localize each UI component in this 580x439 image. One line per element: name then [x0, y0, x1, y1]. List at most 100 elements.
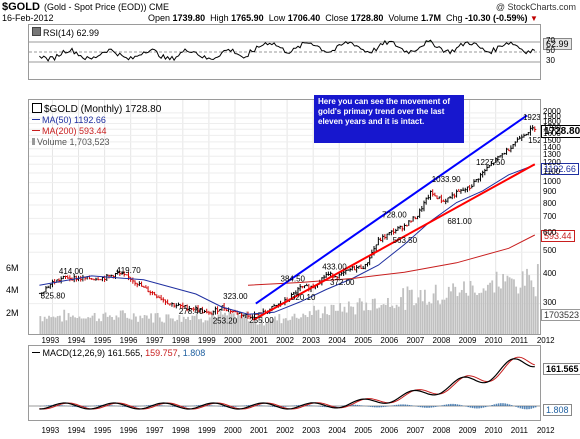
macd-hist-bar	[85, 406, 87, 407]
macd-hist-tag: 1.808	[543, 404, 572, 416]
volume-bar	[154, 313, 157, 334]
macd-hist-bar	[534, 406, 537, 408]
macd-hist-bar	[419, 406, 422, 408]
price-axis-tick: 400	[543, 268, 557, 278]
volume-bar	[297, 318, 300, 334]
volume-bar	[115, 315, 118, 334]
rsi-plot	[29, 39, 540, 63]
volume-bar	[148, 318, 150, 334]
macd-hist-bar	[256, 404, 259, 406]
volume-bar	[332, 304, 335, 334]
volume-bar	[432, 293, 435, 334]
year-tick-label: 2011	[510, 426, 528, 435]
price-axis-tick: 300	[543, 297, 557, 307]
macd-hist-bar	[382, 406, 385, 408]
macd-hist-bar	[74, 406, 76, 407]
year-tick-label: 2007	[406, 426, 425, 435]
volume-tag: 1703523	[541, 309, 580, 321]
macd-hist-bar	[245, 405, 248, 406]
year-tick-label: 2004	[328, 426, 347, 435]
year-tick-label: 1999	[197, 426, 216, 435]
volume-bar	[232, 313, 235, 334]
price-point-label: 414.00	[59, 267, 84, 276]
volume-bar	[65, 320, 68, 334]
volume-bars	[39, 264, 539, 334]
macd-hist-bar	[295, 405, 298, 406]
volume-bar	[417, 297, 420, 334]
volume-bar	[406, 286, 409, 334]
macd-hist-bar	[376, 406, 378, 408]
macd-hist-bar	[221, 406, 224, 407]
year-tick-label: 2001	[250, 426, 268, 435]
macd-hist-bar	[319, 406, 322, 407]
volume-bar	[211, 314, 213, 334]
year-tick-label: 1998	[171, 336, 190, 345]
volume-bar	[63, 309, 66, 334]
low-value: 1706.40	[287, 13, 321, 23]
macd-hist-bar	[476, 406, 478, 409]
macd-hist-bar	[278, 406, 281, 408]
volume-bar	[502, 273, 504, 334]
price-axis-tick: 900	[543, 187, 557, 197]
volume-bar	[497, 286, 500, 334]
volume-bar	[415, 303, 418, 334]
macd-hist-bar	[491, 405, 493, 406]
macd-hist-bar	[171, 406, 174, 407]
year-tick-label: 2012	[536, 336, 555, 345]
volume-bar	[265, 323, 268, 334]
year-tick-label: 2008	[432, 426, 451, 435]
low-label: Low	[268, 13, 286, 23]
macd-hist-bar	[293, 405, 296, 406]
legend-ma200: MA(200) 593.44	[32, 126, 161, 137]
volume-bar	[402, 288, 405, 334]
volume-bar	[276, 320, 279, 334]
volume-bar	[41, 321, 44, 334]
macd-hist-bar	[324, 406, 326, 408]
volume-bar	[460, 289, 463, 334]
macd-hist-bar	[521, 406, 524, 409]
macd-legend-hist: 1.808	[182, 348, 206, 358]
volume-bar	[326, 314, 329, 334]
volume-bar	[397, 306, 400, 334]
macd-hist-bar	[87, 406, 89, 407]
volume-bar	[219, 311, 222, 334]
rsi-legend-text: RSI(14) 62.99	[43, 28, 100, 38]
volume-bar	[221, 314, 224, 334]
volume-bar	[145, 315, 148, 334]
volume-bar	[419, 290, 422, 334]
macd-hist-bar	[458, 404, 461, 406]
symbol-title: $GOLD	[2, 1, 40, 13]
macd-hist-bar	[211, 405, 213, 406]
close-value: 1728.80	[350, 13, 384, 23]
year-tick-label: 1993	[41, 426, 60, 435]
volume-bar	[452, 283, 455, 334]
volume-bar	[132, 313, 135, 334]
volume-bar	[248, 321, 250, 334]
volume-bar	[508, 277, 511, 334]
year-tick-label: 2010	[484, 426, 503, 435]
macd-hist-bar	[135, 406, 137, 407]
volume-bar	[341, 311, 344, 334]
volume-bar	[289, 319, 292, 334]
volume-bar	[328, 315, 331, 334]
macd-hist-bar	[374, 406, 376, 408]
volume-bar	[358, 298, 361, 334]
quote-date: 16-Feb-2012	[2, 13, 54, 23]
macd-hist-bar	[158, 405, 161, 406]
macd-hist-bar	[465, 406, 467, 407]
volume-bar	[469, 280, 472, 334]
volume-bar	[356, 302, 359, 334]
macd-hist-bar	[443, 404, 446, 406]
rsi-line	[39, 39, 536, 62]
year-tick-label: 1996	[119, 426, 138, 435]
volume-bar	[365, 302, 368, 334]
volume-bar	[72, 315, 74, 334]
volume-bar	[513, 279, 515, 334]
volume-bar	[530, 280, 533, 334]
price-axis-tick: 700	[543, 212, 557, 222]
volume-axis-tick: 4M	[6, 285, 19, 295]
volume-bar	[128, 318, 131, 334]
price-axis-tick: 1700	[543, 123, 561, 133]
macd-hist-bar	[506, 403, 509, 406]
volume-bar	[130, 319, 133, 334]
